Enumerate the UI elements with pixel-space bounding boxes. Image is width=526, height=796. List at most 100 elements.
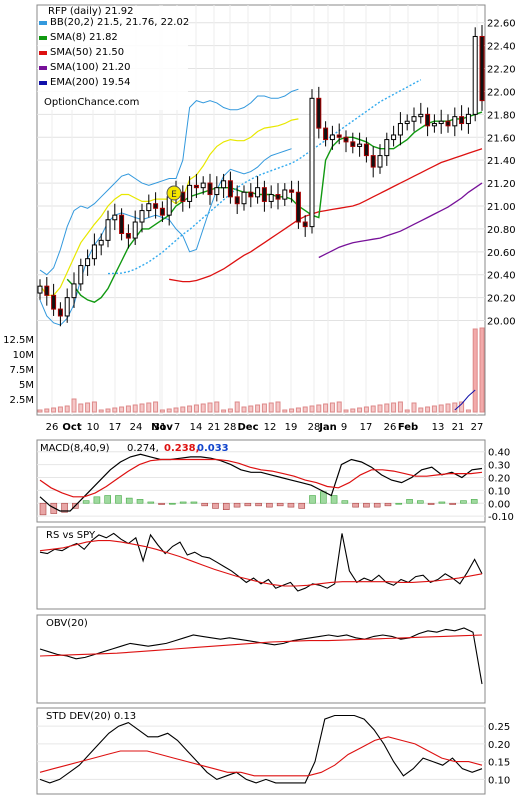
volume-bar (193, 404, 199, 413)
time-tick-label: 28 (308, 422, 321, 433)
volume-bar (472, 328, 478, 413)
macd-histogram-bar (222, 502, 230, 510)
candle-body (51, 294, 57, 310)
volume-bar (465, 409, 471, 413)
volume-bar (309, 405, 315, 413)
candle-body (64, 297, 70, 317)
macd-reading: 0.274, (127, 443, 159, 454)
candle-body (452, 116, 458, 127)
volume-bar (98, 409, 104, 413)
candle-body (384, 139, 390, 157)
volume-bar (384, 403, 390, 413)
time-tick-label: 21 (452, 422, 465, 433)
volume-bar (411, 402, 417, 413)
macd-histogram-bar (39, 502, 47, 516)
macd-histogram-bar (352, 502, 359, 508)
volume-bars (37, 327, 485, 413)
macd-histogram-bar (363, 502, 370, 508)
obv-ma-line (39, 634, 483, 657)
candle-body (391, 134, 397, 141)
macd-histogram-bar (406, 499, 413, 504)
macd-histogram-bar (93, 496, 101, 504)
legend-label: SMA(100) 21.20 (50, 62, 131, 73)
sma100-line (318, 182, 483, 259)
candle-body (159, 207, 165, 216)
candle-body (85, 258, 91, 267)
volume-bar (479, 327, 485, 413)
axis-labels: 22.60 22.40 22.20 22.00 21.80 21.60 21.40 21.20… (3, 19, 516, 787)
volume-bar (78, 403, 84, 413)
candle-body (214, 187, 220, 196)
volume-bar (282, 409, 288, 413)
macd-tick-label: 0.30 (488, 461, 510, 472)
volume-bar (295, 407, 301, 413)
macd-histogram-bar (384, 502, 392, 507)
volume-bar (166, 408, 172, 413)
price-tick-label: 20.40 (487, 271, 516, 282)
candle-body (431, 123, 437, 127)
candle-body (425, 113, 431, 127)
macd-histogram-bar (449, 502, 456, 505)
volume-bar (357, 407, 363, 413)
candle-body (418, 113, 424, 118)
candle-body (207, 182, 213, 196)
volume-bar (459, 401, 465, 413)
std-title: STD DEV(20) 0.13 (46, 711, 136, 722)
macd-histogram-bar (82, 500, 90, 504)
volume-bar (289, 408, 295, 413)
macd-histogram-bar (158, 502, 165, 505)
time-tick-label: Dec (237, 422, 258, 433)
volume-bar (57, 406, 63, 413)
time-tick-label: 12 (264, 422, 277, 433)
volume-bar (153, 401, 159, 413)
legend-label: EMA(200) 19.54 (50, 77, 130, 88)
volume-tick-label: 12.5M (3, 335, 34, 346)
obv-panel (36, 614, 486, 704)
candle-body (289, 189, 295, 193)
volume-bar (316, 404, 322, 413)
time-tick-label: 24 (130, 422, 143, 433)
macd-histogram-bar (201, 502, 209, 507)
volume-bar (418, 407, 424, 413)
price-tick-label: 21.00 (487, 202, 516, 213)
legend-label: BB(20,2) 21.5, 21.76, 22.02 (50, 17, 189, 28)
indicator-lines (39, 79, 483, 784)
bb-upper-line (39, 88, 299, 276)
legend-swatch (39, 36, 47, 40)
candle-body (357, 143, 363, 147)
time-tick-label: 21 (208, 422, 221, 433)
volume-bar (377, 404, 383, 413)
candle-body (329, 134, 335, 141)
macd-histogram-bar (417, 500, 424, 504)
candle-body (302, 221, 308, 228)
volume-bar (261, 403, 267, 413)
rs-panel (36, 526, 486, 610)
volume-bar (132, 404, 138, 413)
time-tick-label: 13 (432, 422, 445, 433)
macd-reading: 0.033 (197, 443, 229, 454)
candle-body (261, 187, 267, 202)
macd-tick-label: 0.40 (488, 448, 510, 459)
volume-bar (343, 409, 349, 413)
time-tick-label: Nov (151, 422, 173, 433)
volume-bar (336, 401, 342, 413)
volume-bar (51, 407, 57, 413)
price-tick-label: 21.80 (487, 110, 516, 121)
volume-tick-label: 7.5M (9, 365, 34, 376)
candle-body (323, 127, 329, 141)
std-tick-label: 0.25 (488, 722, 510, 733)
macd-histogram-bar (373, 502, 381, 508)
volume-bar (37, 409, 43, 413)
macd-histogram-bar (438, 501, 446, 504)
macd-histogram-bar (319, 491, 327, 504)
volume-bar (431, 405, 437, 413)
volume-bar (445, 403, 451, 413)
legend-box (38, 6, 188, 110)
volume-tick-label: 5M (19, 380, 34, 391)
candle-body (132, 221, 138, 239)
candle-body (479, 35, 485, 102)
candle-body (200, 182, 206, 189)
macd-histogram-bar (61, 502, 68, 513)
grid (37, 5, 485, 780)
volume-bar (329, 402, 335, 413)
